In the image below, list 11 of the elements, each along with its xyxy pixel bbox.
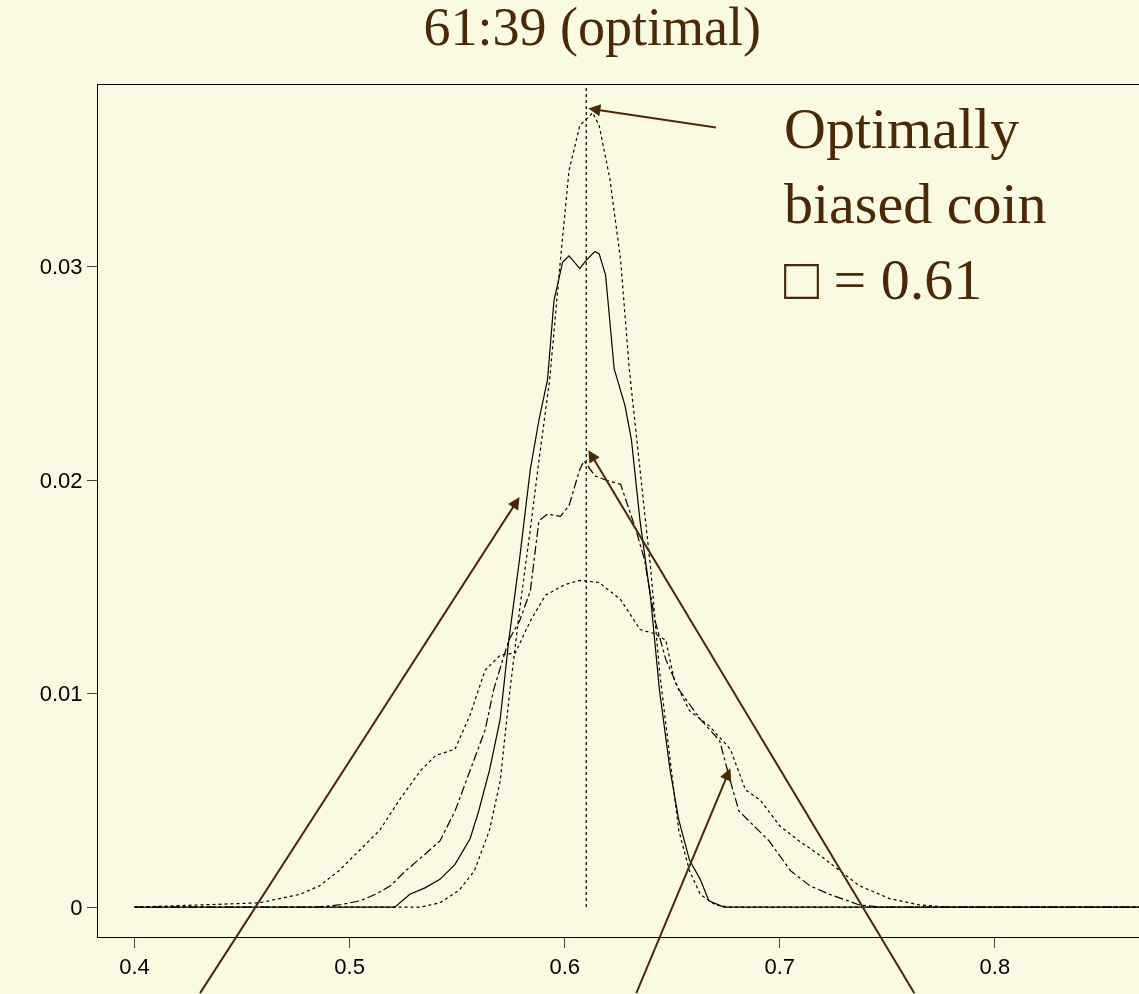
x-tick-label: 0.4	[119, 954, 150, 980]
x-tick-label: 0.6	[549, 954, 581, 980]
x-tick-label: 0.7	[764, 954, 796, 980]
x-tick-label: 0.5	[334, 954, 365, 980]
annotation: Optimally biased coin □ = 0.61	[784, 96, 1047, 312]
y-tick-label: 0.01	[39, 681, 83, 707]
chart-title: 61:39 (optimal)	[423, 0, 762, 57]
y-tick-label: 0.03	[39, 254, 83, 280]
x-tick-label: 0.8	[979, 954, 1011, 980]
y-tick-label: 0.02	[39, 467, 83, 493]
y-tick-label: 0	[70, 894, 83, 920]
